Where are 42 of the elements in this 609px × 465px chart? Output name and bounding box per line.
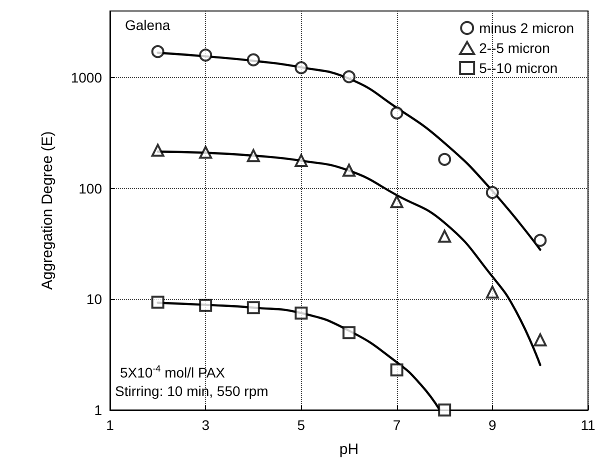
y-tick-label: 1000 <box>70 70 102 86</box>
point <box>438 230 452 243</box>
annotation: Galena <box>125 17 170 33</box>
point <box>199 298 212 312</box>
y-tick-label: 10 <box>86 291 102 308</box>
x-tick-label: 7 <box>392 417 401 433</box>
point <box>342 70 356 84</box>
point <box>151 296 164 309</box>
point <box>246 301 260 314</box>
point <box>199 48 212 62</box>
point <box>342 326 356 340</box>
point <box>390 195 404 208</box>
point <box>534 234 547 247</box>
point <box>294 306 308 320</box>
annotation: Stirring: 10 min, 550 rpm <box>115 383 268 399</box>
point <box>390 106 404 120</box>
y-axis-title: Aggregation Degree (E) <box>39 131 56 290</box>
x-tick-label: 11 <box>580 417 596 433</box>
point <box>438 404 452 416</box>
x-tick-label: 1 <box>106 417 114 433</box>
y-tick-label: 100 <box>78 180 102 196</box>
point <box>342 164 356 177</box>
x-axis-title: pH <box>339 441 359 458</box>
point <box>534 333 547 346</box>
point <box>199 146 212 159</box>
point <box>390 363 404 376</box>
point <box>486 286 499 299</box>
point <box>151 45 164 58</box>
point <box>294 154 308 167</box>
point <box>246 149 260 162</box>
point <box>294 61 308 74</box>
point <box>246 53 260 66</box>
x-tick-label: 9 <box>488 417 496 433</box>
legend-label: 2--5 micron <box>479 40 550 56</box>
legend-label: minus 2 micron <box>479 20 574 36</box>
legend-label: 5--10 micron <box>479 60 558 76</box>
point <box>486 186 499 199</box>
y-tick-label: 1 <box>94 402 102 418</box>
point <box>151 144 164 157</box>
point <box>438 152 452 166</box>
x-tick-label: 3 <box>202 417 210 433</box>
x-tick-label: 5 <box>297 417 306 433</box>
